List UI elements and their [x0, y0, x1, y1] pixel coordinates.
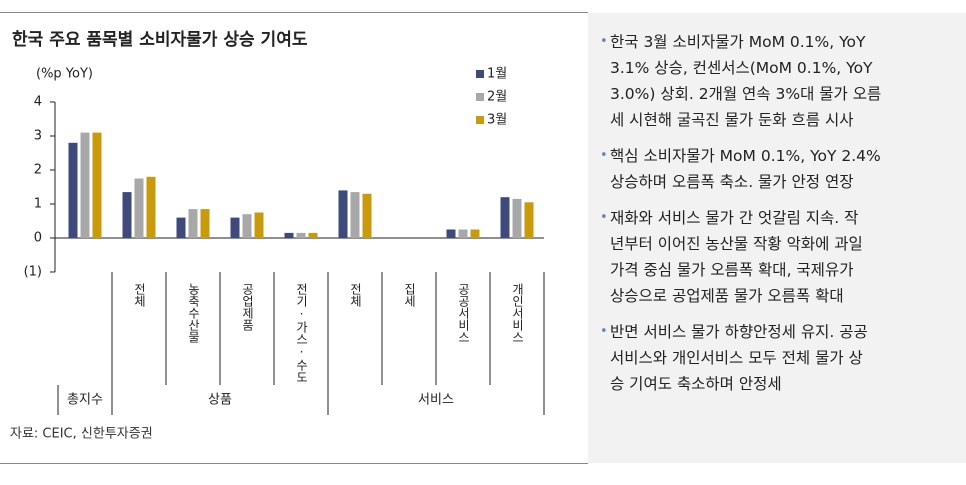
bullet-line: 핵심 소비자물가 MoM 0.1%, YoY 2.4%: [610, 147, 881, 165]
bullet-line: 서비스와 개인서비스 모두 전체 물가 상: [610, 349, 863, 367]
x-tick-label: 전체: [133, 283, 147, 307]
bullet-line: 3.1% 상승, 컨센서스(MoM 0.1%, YoY: [610, 59, 873, 77]
x-tick-label: 공공서비스: [457, 283, 471, 343]
group-label: 서비스: [418, 393, 454, 408]
y-axis-label: (%p YoY): [36, 67, 93, 82]
bar: [176, 217, 186, 238]
x-tick-label: 공업제품: [241, 283, 255, 331]
bar: [146, 176, 156, 238]
bar: [362, 193, 372, 238]
bar: [242, 214, 252, 238]
y-tick-label: 4: [34, 95, 42, 110]
bar: [458, 229, 468, 238]
bar: [92, 132, 102, 238]
legend-swatch: [476, 116, 484, 124]
bar: [296, 232, 306, 238]
bullet-line: 세 시현해 굴곡진 물가 둔화 흐름 시사: [610, 111, 854, 129]
bar: [122, 192, 132, 238]
bar: [188, 209, 198, 238]
bar: [500, 197, 510, 238]
bullet-line: 한국 3월 소비자물가 MoM 0.1%, YoY: [610, 33, 866, 51]
y-tick-label: 2: [34, 163, 42, 178]
group-label: 총지수: [67, 393, 103, 408]
x-tick-label: 전체: [349, 283, 363, 307]
legend-swatch: [476, 70, 484, 78]
bar: [512, 198, 522, 238]
bar: [284, 232, 294, 238]
bar: [134, 178, 144, 238]
bar: [80, 132, 90, 238]
bar: [470, 229, 480, 238]
bullet: 핵심 소비자물가 MoM 0.1%, YoY 2.4% 상승하며 오름폭 축소. …: [600, 143, 958, 195]
summary-panel: 한국 3월 소비자물가 MoM 0.1%, YoY 3.1% 상승, 컨센서스(M…: [588, 13, 966, 463]
x-tick-label: 개인서비스: [511, 283, 525, 343]
bar: [524, 202, 534, 238]
source: 자료: CEIC, 신한투자증권: [10, 427, 153, 442]
chart: 한국 주요 품목별 소비자물가 상승 기여도 (%p YoY) 자료: CEIC…: [0, 12, 588, 464]
legend-label: 3월: [487, 113, 507, 128]
bar: [308, 232, 318, 238]
y-tick-label: (1): [24, 265, 42, 280]
bullet-line: 3.0%) 상회. 2개월 연속 3%대 물가 오름: [610, 85, 882, 103]
x-tick-label: 전기·가스·수도: [295, 283, 309, 383]
bullet-line: 년부터 이어진 농산물 작황 악화에 과일: [610, 235, 863, 253]
bullet: 한국 3월 소비자물가 MoM 0.1%, YoY 3.1% 상승, 컨센서스(M…: [600, 29, 958, 133]
bar: [230, 217, 240, 238]
bullet-line: 승 기여도 축소하며 안정세: [610, 375, 782, 393]
bar: [350, 192, 360, 238]
y-tick-label: 3: [34, 129, 42, 144]
bar: [254, 212, 264, 238]
y-tick-label: 0: [34, 231, 42, 246]
bullet-line: 반면 서비스 물가 하향안정세 유지. 공공: [610, 323, 868, 341]
bar: [338, 190, 348, 238]
x-tick-label: 농축수산물: [187, 283, 201, 343]
bar: [200, 209, 210, 238]
bullet-line: 재화와 서비스 물가 간 엇갈림 지속. 작: [610, 209, 859, 227]
legend-swatch: [476, 93, 484, 101]
legend-label: 1월: [487, 67, 507, 82]
x-tick-label: 집세: [403, 283, 417, 307]
y-tick-label: 1: [34, 197, 42, 212]
bar: [68, 142, 78, 238]
legend-label: 2월: [487, 90, 507, 105]
chart-title: 한국 주요 품목별 소비자물가 상승 기여도: [12, 30, 308, 50]
bullet-line: 상승으로 공업제품 물가 오름폭 확대: [610, 287, 844, 305]
bar: [446, 229, 456, 238]
bullet-line: 가격 중심 물가 오름폭 확대, 국제유가: [610, 261, 854, 279]
group-label: 상품: [208, 393, 232, 408]
bullet-line: 상승하며 오름폭 축소. 물가 안정 연장: [610, 173, 854, 191]
